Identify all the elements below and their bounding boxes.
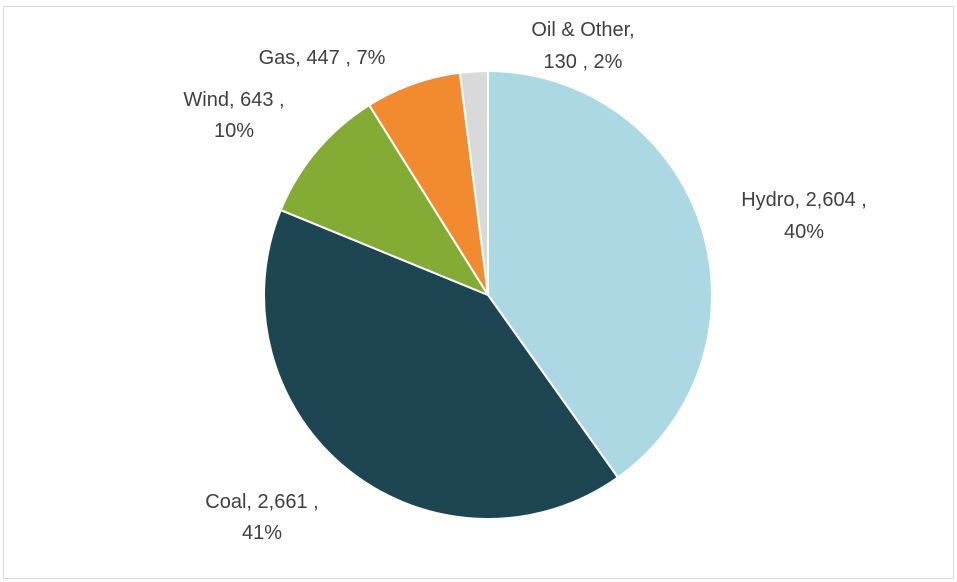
data-label-wind-line2: 10%	[214, 120, 254, 142]
pie-slices	[263, 69, 713, 520]
pie-chart: Hydro, 2,604 , 40% Coal, 2,661 , 41% Wind, 6…	[183, 19, 866, 544]
data-label-oil-other: Oil & Other,	[531, 19, 634, 41]
chart-area: Hydro, 2,604 , 40% Coal, 2,661 , 41% Wind, 6…	[3, 6, 954, 579]
data-label-coal-line2: 41%	[242, 522, 282, 544]
pie-labels: Hydro, 2,604 , 40% Coal, 2,661 , 41% Wind, 6…	[183, 19, 866, 544]
data-label-wind: Wind, 643 ,	[183, 89, 284, 111]
data-label-hydro-line2: 40%	[784, 221, 824, 243]
data-label-coal: Coal, 2,661 ,	[205, 491, 318, 513]
pie-slice-coal	[263, 208, 620, 520]
data-label-hydro: Hydro, 2,604 ,	[741, 189, 867, 211]
pie-slice-wind	[279, 103, 491, 298]
pie-slice-hydro	[487, 69, 713, 479]
data-label-oil-other-line2: 130 , 2%	[544, 51, 623, 73]
pie-slice-oil-other	[458, 69, 489, 296]
data-label-gas: Gas, 447 , 7%	[259, 47, 386, 69]
